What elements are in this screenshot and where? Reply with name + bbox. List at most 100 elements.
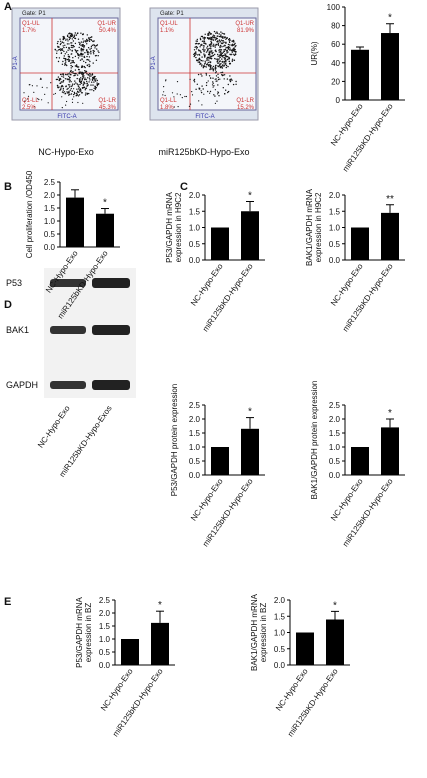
bar — [211, 447, 229, 475]
event-dot — [80, 80, 83, 83]
event-dot — [90, 75, 92, 77]
event-dot — [87, 84, 89, 86]
event-dot — [203, 50, 205, 53]
bar — [151, 622, 169, 665]
panel-label: A — [4, 1, 12, 13]
event-dot — [68, 36, 70, 38]
event-dot — [83, 65, 86, 68]
y-tick-label: 2.5 — [44, 178, 56, 187]
event-dot — [215, 37, 218, 39]
event-dot — [210, 52, 212, 54]
event-dot — [221, 52, 223, 55]
event-dot — [98, 83, 100, 85]
event-dot — [219, 66, 222, 69]
event-dot — [89, 79, 91, 81]
event-dot — [71, 85, 74, 87]
event-dot — [87, 77, 89, 79]
event-dot — [213, 35, 216, 37]
event-dot — [63, 46, 65, 49]
bar — [326, 619, 344, 665]
event-dot — [93, 50, 96, 52]
event-dot — [208, 59, 210, 61]
event-dot — [93, 81, 95, 83]
event-dot — [63, 37, 66, 40]
quadrant-name: Q1-UR — [235, 21, 254, 27]
event-dot — [207, 33, 210, 35]
event-dot — [76, 83, 78, 85]
quadrant-percent: 1.8% — [160, 105, 174, 111]
event-dot — [214, 102, 216, 104]
event-dot — [212, 65, 215, 68]
event-dot — [50, 82, 52, 84]
event-dot — [213, 85, 215, 87]
event-dot — [70, 42, 72, 44]
event-dot — [79, 59, 82, 61]
event-dot — [217, 44, 220, 46]
event-dot — [191, 94, 194, 96]
event-dot — [86, 80, 88, 83]
event-dot — [213, 43, 215, 45]
event-dot — [68, 90, 70, 93]
blot-category: NC-Hypo-Exo — [36, 404, 72, 450]
event-dot — [207, 90, 209, 93]
event-dot — [222, 87, 224, 89]
event-dot — [88, 92, 90, 95]
event-dot — [209, 55, 211, 57]
event-dot — [222, 51, 224, 54]
event-dot — [213, 30, 216, 33]
event-dot — [233, 59, 236, 61]
event-dot — [201, 64, 203, 66]
event-dot — [66, 100, 68, 103]
quadrant-percent: 1.7% — [22, 28, 36, 34]
event-dot — [81, 78, 84, 80]
event-dot — [226, 56, 228, 58]
event-dot — [57, 60, 60, 63]
event-dot — [211, 53, 213, 55]
event-dot — [227, 90, 230, 93]
event-dot — [220, 39, 223, 41]
event-dot — [216, 100, 218, 102]
event-dot — [70, 88, 72, 90]
event-dot — [63, 57, 65, 59]
event-dot — [200, 59, 203, 62]
event-dot — [163, 86, 165, 88]
blot-band — [50, 279, 86, 287]
event-dot — [64, 93, 66, 95]
event-dot — [224, 58, 226, 61]
significance: * — [388, 408, 392, 419]
event-dot — [210, 41, 213, 44]
event-dot — [59, 40, 62, 42]
bar — [241, 428, 259, 475]
event-dot — [213, 94, 215, 96]
event-dot — [198, 100, 200, 102]
event-dot — [210, 50, 212, 52]
event-dot — [162, 94, 164, 96]
event-dot — [229, 75, 231, 77]
event-dot — [195, 52, 197, 54]
bar — [381, 427, 399, 475]
event-dot — [80, 77, 82, 79]
event-dot — [225, 59, 227, 62]
event-dot — [225, 62, 227, 64]
y-tick-label: 2.0 — [329, 191, 341, 200]
event-dot — [91, 79, 94, 82]
event-dot — [210, 77, 212, 79]
y-axis-label: P1-A — [13, 56, 19, 69]
event-dot — [202, 37, 204, 39]
event-dot — [206, 82, 208, 84]
event-dot — [56, 85, 59, 87]
event-dot — [68, 47, 70, 49]
event-dot — [222, 42, 224, 44]
y-tick-label: 0.5 — [274, 645, 286, 654]
event-dot — [72, 57, 74, 59]
event-dot — [84, 66, 86, 69]
event-dot — [73, 91, 76, 94]
event-dot — [214, 53, 216, 56]
panel-label: C — [180, 181, 188, 193]
y-tick-label: 1.0 — [329, 443, 341, 452]
event-dot — [89, 75, 91, 77]
event-dot — [227, 43, 230, 46]
event-dot — [222, 40, 224, 42]
event-dot — [69, 73, 71, 76]
event-dot — [205, 66, 207, 68]
